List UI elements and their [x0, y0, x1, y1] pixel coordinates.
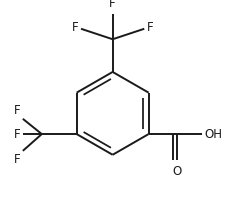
- Text: O: O: [172, 165, 182, 178]
- Text: F: F: [14, 128, 21, 141]
- Text: OH: OH: [204, 128, 222, 141]
- Text: F: F: [72, 21, 79, 34]
- Text: F: F: [146, 21, 153, 34]
- Text: F: F: [14, 153, 21, 166]
- Text: F: F: [14, 104, 21, 117]
- Text: F: F: [109, 0, 116, 10]
